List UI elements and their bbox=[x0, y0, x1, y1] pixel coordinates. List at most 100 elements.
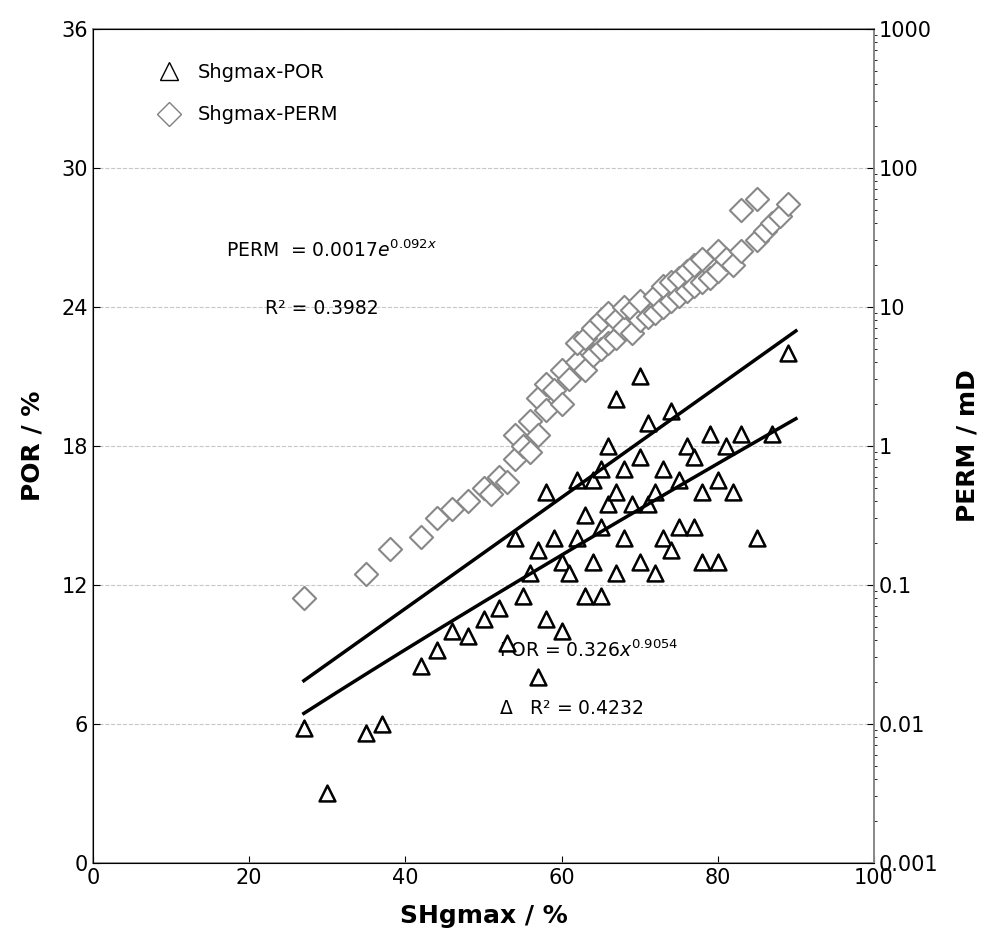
Point bbox=[624, 496, 640, 512]
Point bbox=[608, 312, 624, 327]
Point bbox=[483, 486, 499, 501]
Point bbox=[608, 566, 624, 581]
Point bbox=[593, 519, 609, 534]
Point bbox=[632, 312, 648, 327]
Point bbox=[554, 397, 570, 412]
Point bbox=[663, 543, 679, 558]
Point bbox=[600, 496, 616, 512]
Point bbox=[671, 473, 687, 488]
Point bbox=[429, 511, 445, 526]
Point bbox=[569, 473, 585, 488]
Point bbox=[671, 270, 687, 286]
Point bbox=[733, 244, 749, 259]
Point bbox=[632, 293, 648, 308]
Point bbox=[546, 530, 562, 546]
Point bbox=[772, 209, 788, 224]
Point bbox=[538, 612, 554, 627]
Point bbox=[413, 659, 429, 674]
Point bbox=[429, 642, 445, 657]
Point bbox=[499, 635, 515, 650]
Point bbox=[733, 426, 749, 441]
Point bbox=[374, 716, 390, 732]
Point bbox=[522, 444, 538, 459]
Point bbox=[710, 473, 726, 488]
Point bbox=[671, 288, 687, 304]
Point bbox=[686, 279, 702, 294]
Point bbox=[538, 402, 554, 418]
Point bbox=[632, 554, 648, 569]
Point bbox=[530, 391, 546, 406]
Point bbox=[686, 519, 702, 534]
Point bbox=[702, 270, 718, 286]
Point bbox=[764, 215, 780, 231]
Point bbox=[515, 438, 531, 454]
Point bbox=[491, 601, 507, 616]
Point bbox=[382, 542, 398, 557]
Point bbox=[718, 438, 734, 454]
Point bbox=[655, 461, 671, 476]
Point bbox=[507, 452, 523, 467]
Point bbox=[616, 461, 632, 476]
Point bbox=[538, 485, 554, 500]
Text: $\Delta$   R² = 0.4232: $\Delta$ R² = 0.4232 bbox=[499, 698, 644, 717]
Point bbox=[616, 530, 632, 546]
Point bbox=[476, 612, 492, 627]
Point bbox=[663, 274, 679, 289]
Point bbox=[647, 306, 663, 321]
Point bbox=[554, 554, 570, 569]
Point bbox=[757, 224, 773, 239]
Point bbox=[624, 303, 640, 318]
Point bbox=[593, 312, 609, 327]
Point bbox=[749, 191, 765, 206]
Point bbox=[593, 461, 609, 476]
Point bbox=[507, 530, 523, 546]
Point bbox=[718, 251, 734, 267]
Point bbox=[569, 355, 585, 370]
Point bbox=[460, 493, 476, 509]
Point bbox=[460, 628, 476, 643]
Point bbox=[585, 473, 601, 488]
Point bbox=[491, 469, 507, 484]
Point bbox=[663, 403, 679, 419]
Point bbox=[679, 284, 695, 299]
Point bbox=[569, 335, 585, 350]
Point bbox=[694, 274, 710, 289]
Point bbox=[655, 530, 671, 546]
Point bbox=[624, 326, 640, 341]
Point bbox=[530, 427, 546, 442]
Point bbox=[554, 363, 570, 378]
Point bbox=[569, 530, 585, 546]
Point bbox=[358, 725, 374, 740]
Point bbox=[616, 299, 632, 314]
Point bbox=[585, 321, 601, 336]
Point bbox=[530, 543, 546, 558]
Point bbox=[663, 293, 679, 308]
Point bbox=[600, 335, 616, 350]
Point bbox=[296, 590, 312, 605]
Point bbox=[554, 623, 570, 639]
Point bbox=[647, 288, 663, 304]
Point bbox=[507, 427, 523, 442]
Point bbox=[593, 588, 609, 604]
Point bbox=[577, 508, 593, 523]
Point bbox=[640, 496, 656, 512]
Point bbox=[358, 567, 374, 582]
Point bbox=[749, 530, 765, 546]
Point bbox=[444, 623, 460, 639]
Point bbox=[686, 450, 702, 465]
Point bbox=[522, 414, 538, 429]
Point bbox=[749, 233, 765, 248]
Point bbox=[616, 321, 632, 336]
Point bbox=[319, 786, 335, 801]
Point bbox=[655, 279, 671, 294]
Point bbox=[679, 264, 695, 279]
Point bbox=[694, 251, 710, 267]
Point bbox=[710, 244, 726, 259]
Point bbox=[476, 480, 492, 495]
Legend: Shgmax-POR, Shgmax-PERM: Shgmax-POR, Shgmax-PERM bbox=[142, 55, 346, 132]
Point bbox=[444, 501, 460, 516]
Point bbox=[577, 363, 593, 378]
Point bbox=[600, 438, 616, 454]
X-axis label: SHgmax / %: SHgmax / % bbox=[400, 904, 567, 928]
Point bbox=[640, 309, 656, 325]
